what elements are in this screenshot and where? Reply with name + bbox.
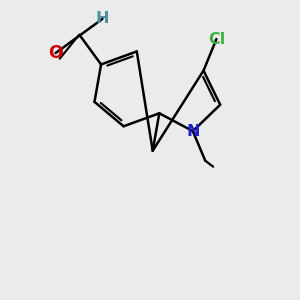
Text: N: N (186, 124, 200, 139)
Text: O: O (48, 44, 63, 62)
Text: H: H (96, 11, 109, 26)
Text: Cl: Cl (208, 32, 225, 46)
